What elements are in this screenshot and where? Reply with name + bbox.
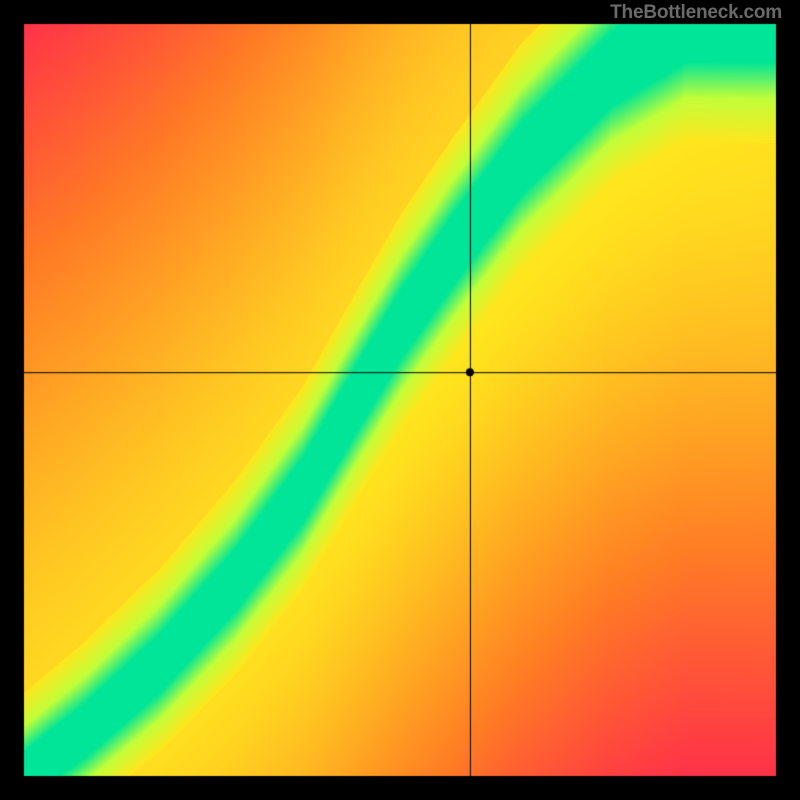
watermark-text: TheBottleneck.com xyxy=(610,2,782,24)
chart-container: TheBottleneck.com xyxy=(0,0,800,800)
heatmap-canvas xyxy=(0,0,800,800)
